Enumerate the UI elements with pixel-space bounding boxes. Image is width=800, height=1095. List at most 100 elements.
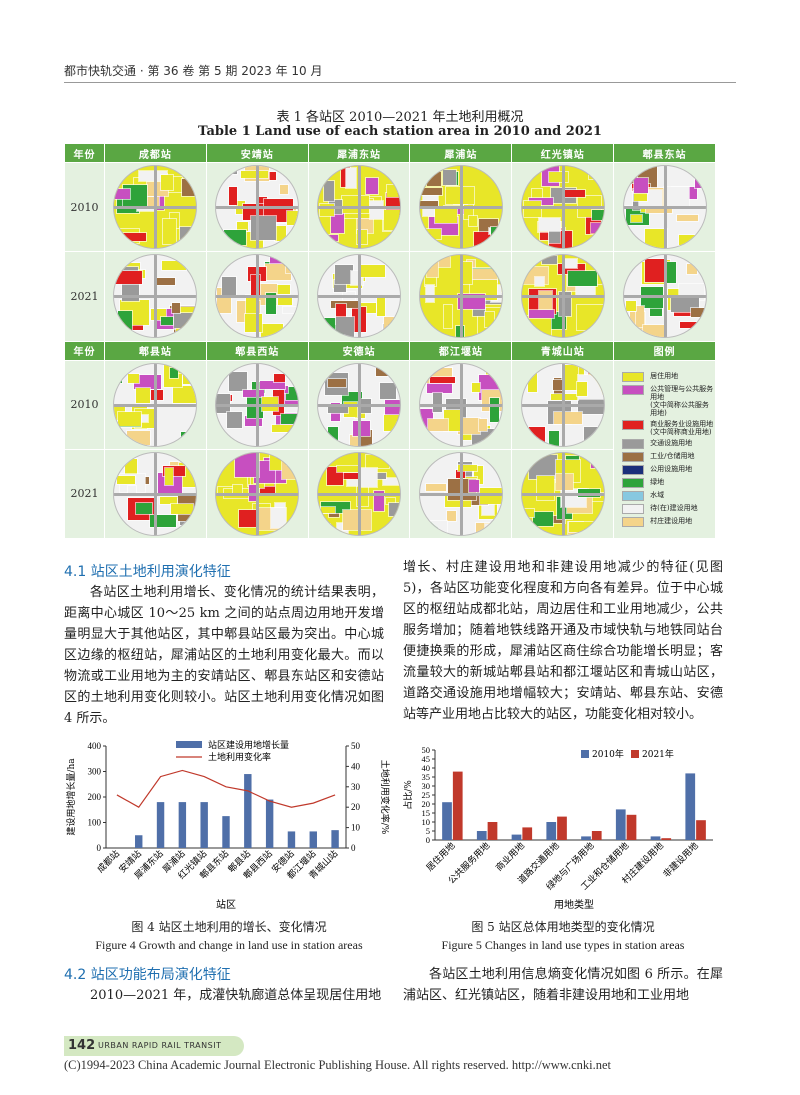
legend-swatch — [622, 419, 645, 430]
y-tick-label: 10 — [422, 817, 431, 827]
legend-label: 居住用地 — [650, 371, 679, 380]
land-use-map — [113, 362, 198, 447]
land-use-map — [520, 362, 605, 447]
bar — [331, 830, 339, 848]
bar — [135, 835, 143, 848]
bar — [452, 771, 463, 840]
land-use-map — [215, 451, 300, 536]
journal-en: URBAN RAPID RAIL TRANSIT — [98, 1041, 222, 1050]
y-tick-label: 5 — [426, 826, 430, 836]
legend-item: 交通设施用地 — [622, 438, 715, 449]
land-use-map — [622, 254, 707, 339]
legend-swatch — [581, 750, 589, 758]
bar — [511, 834, 522, 840]
y-tick-label: 15 — [422, 808, 431, 818]
y-tick-label: 20 — [422, 799, 431, 809]
land-use-map — [317, 254, 402, 339]
legend-label: 公共管理与公共服务用地 (文中简称公共服务用地) — [650, 384, 714, 417]
legend-label: 公用设施用地 — [650, 464, 693, 473]
bar — [626, 814, 637, 840]
y2-axis-label: 土地利用变化率/% — [379, 760, 391, 835]
year-label: 2010 — [64, 161, 105, 253]
y-tick-label: 400 — [88, 741, 102, 751]
station-header: 郫县东站 — [613, 143, 716, 163]
bar — [591, 831, 602, 840]
bar — [287, 831, 296, 848]
legend-label: 土地利用变化率 — [208, 751, 271, 763]
figure-caption: 图 4 站区土地利用的增长、变化情况 — [131, 920, 327, 934]
land-use-map — [418, 451, 503, 536]
legend-label: 村庄建设用地 — [650, 516, 693, 525]
section-heading: 4.2 站区功能布局演化特征 — [64, 967, 231, 983]
legend-swatch — [622, 384, 645, 395]
station-header: 成都站 — [104, 143, 207, 163]
land-use-map — [418, 254, 503, 339]
legend-item: 公用设施用地 — [622, 464, 715, 475]
y-tick-label: 25 — [422, 790, 431, 800]
station-header: 红光镇站 — [511, 143, 615, 163]
bar — [156, 802, 165, 848]
legend-item: 待(在)建设用地 — [622, 503, 715, 514]
year-label: 2010 — [64, 359, 105, 450]
page-number: 142 — [68, 1038, 96, 1053]
bar — [557, 816, 567, 840]
paragraph: 2010—2021 年，成灌快轨廊道总体呈现居住用地 — [90, 988, 382, 1003]
station-header: 都江堰站 — [409, 340, 513, 361]
y-axis-label: 占比/% — [403, 780, 414, 810]
bar — [685, 773, 696, 840]
legend-swatch — [622, 464, 645, 475]
land-use-map — [622, 165, 707, 250]
copyright-line: (C)1994-2023 China Academic Journal Elec… — [64, 1058, 612, 1072]
station-header: 犀浦东站 — [307, 143, 411, 163]
figure-caption: 图 5 站区总体用地类型的变化情况 — [471, 920, 655, 934]
y2-tick-label: 20 — [351, 802, 361, 812]
bar — [661, 838, 672, 840]
land-use-map — [520, 254, 605, 339]
legend-label: 交通设施用地 — [650, 438, 693, 447]
bar — [222, 816, 230, 848]
land-use-table: 年份 成都站 安靖站 犀浦东站 犀浦站 红光镇站 郫县东站 2010 2021 … — [64, 143, 716, 540]
header-rule — [64, 82, 736, 83]
page-footer-bar: 142 URBAN RAPID RAIL TRANSIT — [64, 1036, 244, 1056]
legend-item: 商业服务业设施用地 (文中简称商业用地) — [622, 419, 715, 436]
y-tick-label: 100 — [88, 818, 102, 828]
land-use-map — [215, 362, 300, 447]
figure-4-chart: 010020030040001020304050成都站安靖站犀浦东站犀浦站红光镇… — [65, 739, 391, 911]
row-label-header: 年份 — [64, 143, 105, 163]
bar — [581, 836, 591, 840]
y-tick-label: 0 — [426, 835, 430, 845]
legend-item: 村庄建设用地 — [622, 516, 715, 527]
land-use-map — [113, 165, 198, 250]
station-header: 郫县西站 — [205, 340, 309, 361]
y-tick-label: 45 — [422, 754, 431, 764]
station-header: 犀浦站 — [409, 143, 513, 163]
bar — [546, 822, 557, 840]
y-tick-label: 35 — [422, 772, 431, 782]
y-axis-label: 建设用地增长量/ha — [65, 758, 77, 836]
land-use-map — [418, 165, 503, 250]
land-use-map — [317, 165, 402, 250]
legend-swatch — [622, 477, 645, 488]
station-header: 青城山站 — [511, 340, 615, 361]
station-header: 郫县站 — [104, 340, 207, 361]
legend-swatch — [622, 490, 645, 501]
bar — [487, 822, 498, 840]
year-label: 2021 — [64, 448, 105, 540]
figure-caption: Figure 4 Growth and change in land use i… — [95, 938, 363, 952]
legend-label: 站区建设用地增长量 — [208, 739, 289, 751]
y-tick-label: 0 — [97, 843, 102, 853]
x-axis-label: 站区 — [216, 898, 236, 911]
line-series — [116, 769, 336, 808]
bar — [650, 836, 661, 840]
x-tick-label: 非建设用地 — [660, 840, 700, 880]
y2-tick-label: 40 — [351, 761, 361, 771]
bar — [309, 831, 317, 848]
legend-swatch — [176, 741, 202, 748]
bar — [522, 827, 533, 840]
y2-tick-label: 0 — [351, 843, 356, 853]
y2-tick-label: 30 — [351, 782, 361, 792]
land-use-map — [215, 254, 300, 339]
table-title-en: Table 1 Land use of each station area in… — [198, 124, 602, 139]
paragraph: 增长、村庄建设用地和非建设用地减少的特征(见图 5)，各站区功能变化程度和方向各… — [403, 560, 723, 722]
paragraph: 各站区土地利用信息熵变化情况如图 6 所示。在犀浦站区、红光镇站区，随着非建设用… — [403, 967, 723, 1003]
